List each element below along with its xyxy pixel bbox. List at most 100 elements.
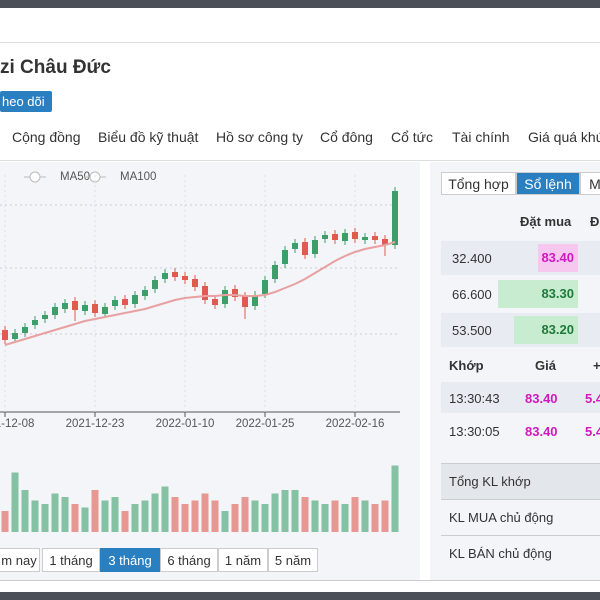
volume-bar xyxy=(141,500,149,532)
candle-body xyxy=(382,239,388,245)
volume-bar xyxy=(291,490,299,532)
candle-body xyxy=(232,289,238,297)
candle-body xyxy=(262,280,268,294)
volume-bar xyxy=(371,504,379,532)
volume-bar xyxy=(41,504,49,532)
x-tick-label: 2021-12-23 xyxy=(66,418,125,430)
volume-bar xyxy=(231,504,239,532)
range-button[interactable]: 1 năm xyxy=(218,548,268,572)
volume-bar xyxy=(91,490,99,532)
volume-bar xyxy=(311,500,319,532)
bid-price: 83.30 xyxy=(498,280,578,308)
candle-body xyxy=(312,240,318,254)
range-button[interactable]: 3 tháng xyxy=(100,548,160,572)
volume-bar xyxy=(391,465,399,532)
legend-label: MA50 xyxy=(60,171,90,183)
nav-tab[interactable]: Cổ đông xyxy=(320,129,373,145)
match-row xyxy=(441,415,600,446)
volume-bar xyxy=(281,490,289,532)
candle-body xyxy=(372,236,378,240)
nav-tab[interactable]: Tài chính xyxy=(452,129,510,145)
volume-bar xyxy=(71,504,79,532)
match-change: 5.4 xyxy=(585,424,600,439)
candle-body xyxy=(92,304,98,313)
follow-button[interactable]: heo dõi xyxy=(0,91,52,112)
candle-body xyxy=(62,303,68,309)
x-tick-label: 2022-01-25 xyxy=(236,418,295,430)
panel-tab[interactable]: Tổng hợp xyxy=(441,172,516,195)
summary-label: KL MUA chủ động xyxy=(449,510,554,525)
candle-body xyxy=(342,233,348,241)
bid-price: 83.20 xyxy=(514,316,578,344)
volume-bar xyxy=(251,500,259,532)
chart-panel xyxy=(0,162,420,580)
range-button[interactable]: m nay xyxy=(0,548,40,572)
candle-body xyxy=(302,242,308,255)
nav-tab[interactable]: Cộng đồng xyxy=(12,129,81,145)
ma-line xyxy=(4,241,396,346)
candle-body xyxy=(122,299,128,305)
volume-bar xyxy=(61,497,69,532)
nav-tab[interactable]: Hồ sơ công ty xyxy=(216,129,303,145)
summary-label: Tổng KL khớp xyxy=(449,474,531,489)
candle-body xyxy=(12,333,18,339)
range-button[interactable]: 6 tháng xyxy=(160,548,218,572)
volume-bar xyxy=(191,500,199,532)
volume-bar xyxy=(21,490,29,532)
candle-body xyxy=(202,286,208,300)
title: zi Châu Đức xyxy=(0,57,111,78)
match-header: Giá xyxy=(535,358,556,373)
nav-tab[interactable]: Biểu đồ kỹ thuật xyxy=(98,129,199,145)
candle-body xyxy=(142,290,148,296)
candle-body xyxy=(32,320,38,325)
volume-bar xyxy=(301,497,309,532)
bid-price: 83.40 xyxy=(538,244,578,272)
volume-bar xyxy=(321,504,329,532)
candle-body xyxy=(172,272,178,277)
match-price: 83.40 xyxy=(525,424,558,439)
candle-body xyxy=(272,265,278,279)
bid-volume: 66.600 xyxy=(452,287,492,302)
match-time: 13:30:05 xyxy=(449,424,500,439)
legend-label: MA100 xyxy=(120,171,156,183)
candle-body xyxy=(52,307,58,315)
volume-bar xyxy=(351,497,359,532)
volume-bar xyxy=(361,500,369,532)
volume-bar xyxy=(381,500,389,532)
bid-header: Đ xyxy=(590,214,600,229)
match-price: 83.40 xyxy=(525,391,558,406)
candle-body xyxy=(322,235,328,239)
volume-bar xyxy=(131,504,139,532)
candle-body xyxy=(332,234,338,240)
volume-bar xyxy=(261,504,269,532)
match-header: + xyxy=(593,358,600,373)
volume-bar xyxy=(31,500,39,532)
volume-bar xyxy=(211,500,219,532)
divider xyxy=(0,42,600,43)
match-row xyxy=(441,382,600,413)
range-button[interactable]: 5 năm xyxy=(268,548,318,572)
volume-bar xyxy=(11,472,19,532)
volume-bar xyxy=(171,497,179,532)
candle-body xyxy=(102,307,108,314)
candle-body xyxy=(282,250,288,264)
top-strip xyxy=(0,0,600,8)
volume-bar xyxy=(51,493,59,532)
nav-tab[interactable]: Giá quá khứ xyxy=(528,129,600,145)
match-header: Khớp xyxy=(449,358,484,373)
panel-tab[interactable]: M xyxy=(580,172,600,195)
match-time: 13:30:43 xyxy=(449,391,500,406)
candle-body xyxy=(132,295,138,304)
volume-bar xyxy=(101,500,109,532)
panel-tab[interactable]: Sổ lệnh xyxy=(516,172,580,195)
bid-header: Đặt mua xyxy=(520,214,572,229)
candle-body xyxy=(292,243,298,249)
range-button[interactable]: 1 tháng xyxy=(42,548,100,572)
candle-body xyxy=(82,305,88,311)
volume-bar xyxy=(81,507,89,532)
volume-bar xyxy=(341,504,349,532)
candle-body xyxy=(192,279,198,287)
candle-body xyxy=(212,299,218,305)
nav-tab[interactable]: Cổ tức xyxy=(391,129,434,145)
volume-bar xyxy=(1,511,9,532)
